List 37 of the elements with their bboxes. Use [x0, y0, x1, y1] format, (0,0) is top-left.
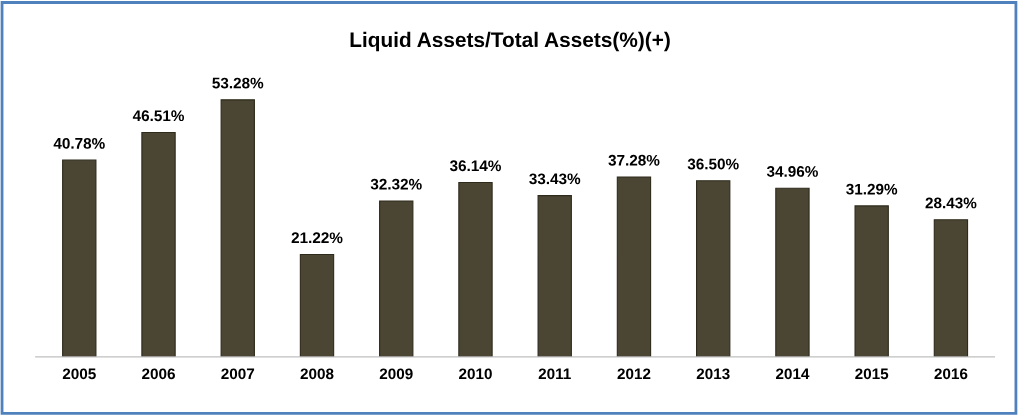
data-label: 46.51% [132, 110, 185, 122]
data-label: 40.78% [53, 137, 105, 149]
x-tick-label: 2006 [142, 368, 175, 380]
x-tick-label: 2009 [379, 368, 413, 380]
bar [62, 159, 97, 357]
data-label: 36.50% [687, 158, 739, 170]
bar [220, 99, 255, 357]
x-tick-label: 2015 [855, 368, 889, 380]
x-tick-label: 2010 [459, 368, 492, 380]
data-label: 33.43% [529, 173, 581, 185]
bar [379, 200, 414, 357]
data-label: 21.22% [291, 232, 343, 244]
x-tick-label: 2013 [696, 368, 730, 380]
bar [299, 253, 335, 357]
data-label: 53.28% [212, 77, 264, 89]
x-tick-label: 2014 [775, 368, 810, 380]
bar [933, 219, 969, 357]
bar [854, 205, 889, 357]
bar [458, 181, 493, 357]
bar [616, 176, 652, 357]
data-label: 32.32% [370, 178, 422, 190]
data-label: 31.29% [846, 183, 898, 195]
x-tick-label: 2008 [300, 368, 334, 380]
bar [696, 180, 731, 357]
bar [775, 187, 810, 357]
x-tick-label: 2005 [62, 368, 96, 380]
bar [141, 131, 176, 357]
x-tick-label: 2016 [934, 368, 968, 380]
data-label: 36.14% [449, 160, 501, 172]
data-label: 34.96% [766, 166, 818, 177]
bar [537, 195, 572, 357]
data-label: 28.43% [925, 197, 977, 209]
x-tick-label: 2007 [221, 368, 255, 380]
data-label: 37.28% [608, 154, 660, 166]
chart-title: Liquid Assets/Total Assets(%)(+) [350, 31, 670, 52]
x-tick-label: 2011 [538, 368, 571, 380]
x-tick-label: 2012 [617, 368, 651, 380]
